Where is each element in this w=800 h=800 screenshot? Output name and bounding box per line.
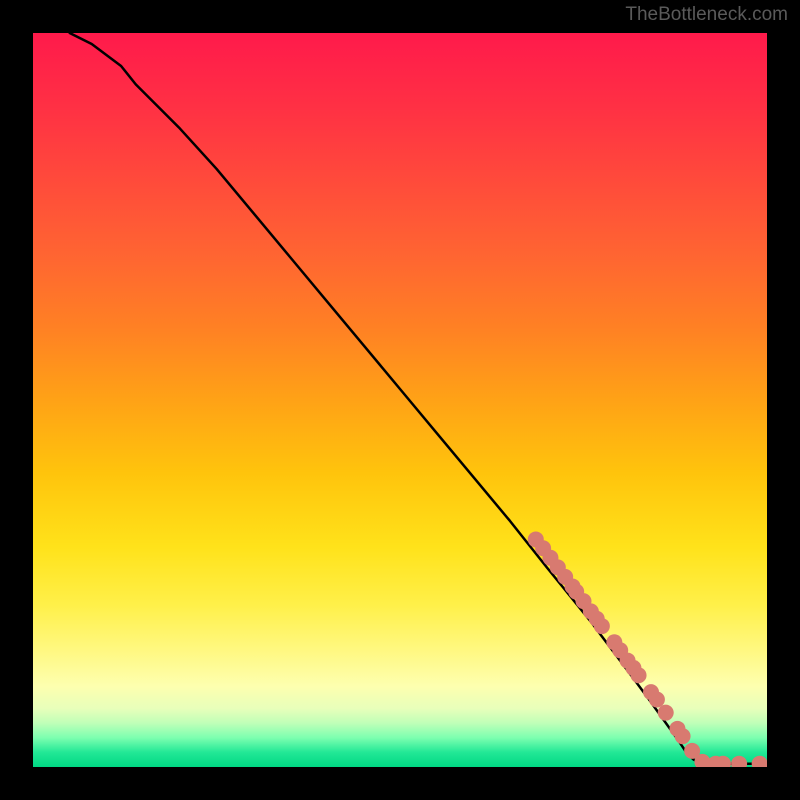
attribution-text: TheBottleneck.com <box>625 4 788 26</box>
data-marker <box>731 756 747 767</box>
chart-overlay <box>33 33 767 767</box>
plot-area <box>33 33 767 767</box>
data-marker <box>649 691 665 707</box>
data-marker <box>752 756 767 767</box>
data-marker <box>675 728 691 744</box>
data-marker <box>631 667 647 683</box>
data-markers <box>528 531 767 767</box>
data-marker <box>594 618 610 634</box>
data-marker <box>658 705 674 721</box>
bottleneck-curve <box>70 33 764 764</box>
